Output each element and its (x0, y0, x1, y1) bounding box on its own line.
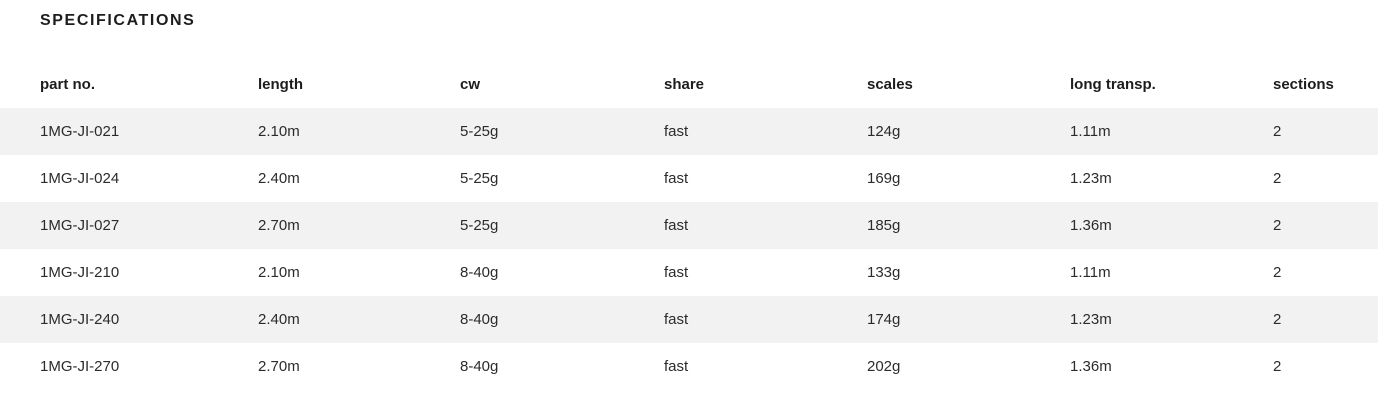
table-cell-length: 2.10m (258, 123, 300, 140)
table-cell-share: fast (664, 170, 689, 187)
table-cell-scales: 169g (867, 170, 901, 187)
table-row: 1MG-JI-021 2.10m 5-25g fast 124g 1.11m 2 (0, 108, 1378, 155)
table-cell-sections: 2 (1273, 123, 1282, 140)
column-header-scales: scales (867, 75, 913, 93)
table-cell-sections: 2 (1273, 217, 1282, 234)
table-cell-part-no: 1MG-JI-210 (40, 264, 120, 281)
table-cell-part-no: 1MG-JI-027 (40, 217, 120, 234)
table-cell-share: fast (664, 264, 689, 281)
table-cell-part-no: 1MG-JI-270 (40, 358, 120, 375)
table-cell-sections: 2 (1273, 264, 1282, 281)
specifications-section: SPECIFICATIONS part no. length cw share … (0, 11, 1378, 408)
table-row: 1MG-JI-027 2.70m 5-25g fast 185g 1.36m 2 (0, 202, 1378, 249)
column-header-share: share (664, 75, 705, 93)
table-cell-length: 2.10m (258, 264, 300, 281)
table-cell-long-transp: 1.11m (1070, 123, 1111, 140)
table-cell-share: fast (664, 123, 689, 140)
table-cell-scales: 124g (867, 123, 901, 140)
table-cell-share: fast (664, 311, 689, 328)
table-cell-length: 2.40m (258, 311, 300, 328)
table-cell-part-no: 1MG-JI-021 (40, 123, 120, 140)
table-cell-sections: 2 (1273, 311, 1282, 328)
table-cell-length: 2.70m (258, 217, 300, 234)
table-cell-length: 2.40m (258, 170, 300, 187)
table-cell-sections: 2 (1273, 170, 1282, 187)
table-cell-length: 2.70m (258, 358, 300, 375)
table-cell-cw: 8-40g (460, 358, 499, 375)
table-cell-part-no: 1MG-JI-024 (40, 170, 120, 187)
table-cell-long-transp: 1.36m (1070, 358, 1112, 375)
table-cell-part-no: 1MG-JI-240 (40, 311, 120, 328)
column-header-part-no: part no. (40, 75, 95, 93)
table-cell-share: fast (664, 358, 689, 375)
table-cell-cw: 8-40g (460, 264, 499, 281)
table-cell-scales: 133g (867, 264, 901, 281)
table-row: 1MG-JI-270 2.70m 8-40g fast 202g 1.36m 2 (0, 343, 1378, 390)
table-cell-scales: 174g (867, 311, 901, 328)
table-cell-cw: 5-25g (460, 170, 499, 187)
section-title: SPECIFICATIONS (40, 12, 196, 29)
table-cell-cw: 5-25g (460, 123, 499, 140)
table-cell-share: fast (664, 217, 689, 234)
table-cell-scales: 185g (867, 217, 901, 234)
column-header-sections: sections (1273, 75, 1334, 93)
table-cell-long-transp: 1.11m (1070, 264, 1111, 281)
column-header-cw: cw (460, 75, 481, 93)
table-cell-long-transp: 1.23m (1070, 170, 1112, 187)
table-cell-cw: 5-25g (460, 217, 499, 234)
table-cell-long-transp: 1.36m (1070, 217, 1112, 234)
table-header-row: part no. length cw share scales long tra… (0, 60, 1378, 108)
table-body: 1MG-JI-021 2.10m 5-25g fast 124g 1.11m 2 1MG-JI… (0, 108, 1378, 390)
table-row: 1MG-JI-240 2.40m 8-40g fast 174g 1.23m 2 (0, 296, 1378, 343)
table-row: 1MG-JI-024 2.40m 5-25g fast 169g 1.23m 2 (0, 155, 1378, 202)
column-header-long-transp: long transp. (1070, 75, 1156, 93)
table-cell-sections: 2 (1273, 358, 1282, 375)
table-row: 1MG-JI-210 2.10m 8-40g fast 133g 1.11m 2 (0, 249, 1378, 296)
table-cell-cw: 8-40g (460, 311, 499, 328)
table-cell-long-transp: 1.23m (1070, 311, 1112, 328)
column-header-length: length (258, 75, 303, 93)
table-cell-scales: 202g (867, 358, 901, 375)
specifications-table: part no. length cw share scales long tra… (0, 60, 1378, 390)
